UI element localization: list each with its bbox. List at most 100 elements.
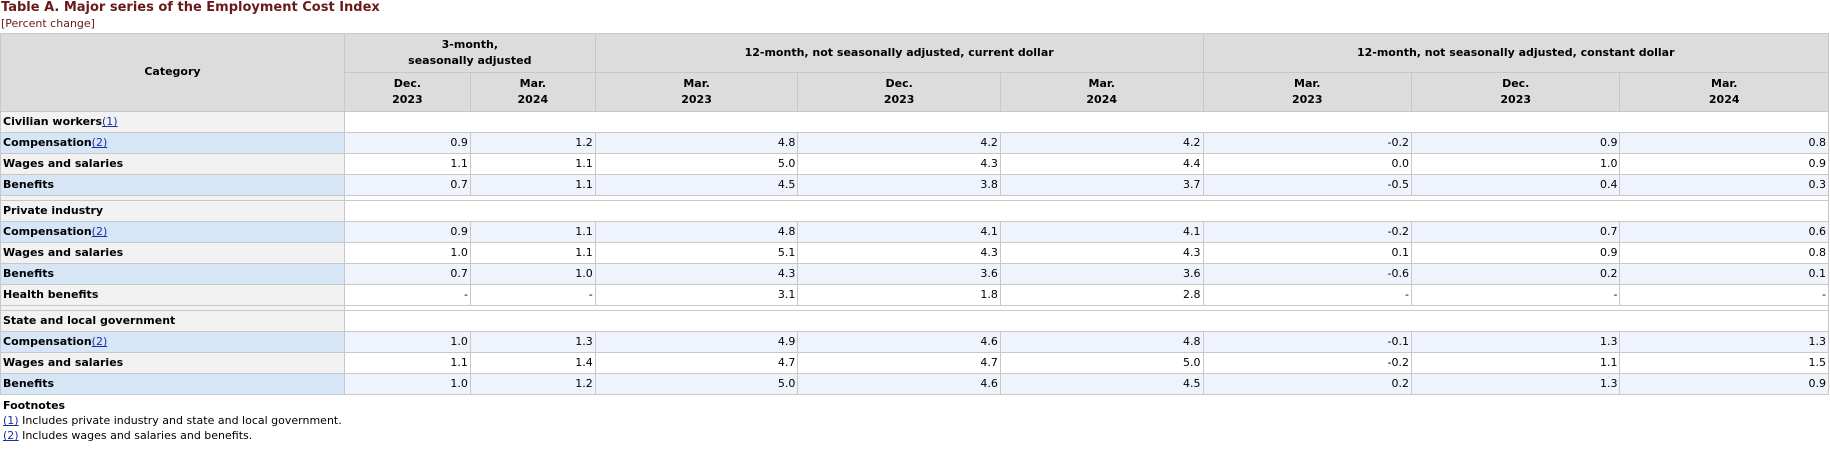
cell: 1.4	[469, 352, 596, 374]
cell: 5.0	[999, 352, 1204, 374]
cell: 1.1	[469, 153, 596, 175]
cell: 3.8	[797, 174, 1001, 196]
ect-table: Category 3-month, seasonally adjusted 12…	[0, 33, 1830, 395]
cell: 1.2	[469, 373, 596, 395]
footnote-link-2[interactable]: (2)	[91, 225, 108, 238]
cell: 0.9	[343, 221, 471, 243]
cell: 1.3	[469, 331, 596, 353]
column-header: Dec. 2023	[343, 72, 471, 112]
cell: 1.1	[1410, 352, 1621, 374]
cell: -	[343, 284, 471, 306]
footnote-text: Includes wages and salaries and benefits…	[18, 429, 253, 442]
cell: -0.5	[1202, 174, 1412, 196]
cell: 1.0	[1410, 153, 1621, 175]
cell: 4.3	[999, 242, 1204, 264]
cell: 1.8	[797, 284, 1001, 306]
table-row: Health benefits - - 3.1 1.8 2.8 - - -	[0, 284, 1829, 306]
cell: 0.7	[1410, 221, 1621, 243]
cell: 1.0	[343, 331, 471, 353]
cell: 0.9	[343, 132, 471, 154]
section-row-civilian-workers: Civilian workers(1)	[0, 111, 1830, 133]
table-subtitle: [Percent change]	[1, 17, 95, 30]
table-row: Wages and salaries 1.1 1.4 4.7 4.7 5.0 -…	[0, 352, 1829, 374]
group-header-line: seasonally adjusted	[408, 54, 532, 67]
cell: 4.2	[797, 132, 1001, 154]
cell: 4.5	[999, 373, 1204, 395]
footnote-link-2[interactable]: (2)	[91, 136, 108, 149]
section-row-private-industry: Private industry	[0, 200, 1830, 222]
footnote-link-1[interactable]: (1)	[102, 115, 118, 128]
cell: 0.9	[1410, 242, 1621, 264]
cell: 0.2	[1202, 373, 1412, 395]
cell: 4.7	[797, 352, 1001, 374]
column-header: Mar. 2024	[469, 72, 596, 112]
group-header-12month-constant: 12-month, not seasonally adjusted, const…	[1202, 33, 1830, 73]
cell: 1.1	[469, 242, 596, 264]
cell: -	[1619, 284, 1829, 306]
cell: 4.8	[999, 331, 1204, 353]
column-header: Dec. 2023	[1410, 72, 1621, 112]
table-row: Wages and salaries 1.0 1.1 5.1 4.3 4.3 0…	[0, 242, 1829, 264]
cell: -	[1410, 284, 1621, 306]
cell: -	[469, 284, 596, 306]
section-label: State and local government	[0, 310, 345, 332]
cell: 4.7	[594, 352, 799, 374]
cell: 1.1	[343, 153, 471, 175]
cell: 5.0	[594, 153, 799, 175]
footnotes-heading: Footnotes	[3, 399, 66, 412]
cell: 1.1	[469, 221, 596, 243]
cell: 3.6	[797, 263, 1001, 285]
table-title: Table A. Major series of the Employment …	[1, 0, 380, 15]
cell: 1.3	[1410, 331, 1621, 353]
cell: 1.3	[1410, 373, 1621, 395]
row-label: Compensation(2)	[0, 221, 345, 243]
cell: -0.2	[1202, 352, 1412, 374]
cell: 2.8	[999, 284, 1204, 306]
cell: 3.1	[594, 284, 799, 306]
cell: 3.6	[999, 263, 1204, 285]
cell: 0.1	[1619, 263, 1829, 285]
cell: 1.3	[1619, 331, 1829, 353]
row-label: Wages and salaries	[0, 242, 345, 264]
cell: 0.1	[1202, 242, 1412, 264]
cell: 1.1	[343, 352, 471, 374]
cell: 4.4	[999, 153, 1204, 175]
footnote-anchor-1[interactable]: (1)	[3, 414, 19, 427]
table-row: Benefits 1.0 1.2 5.0 4.6 4.5 0.2 1.3 0.9	[0, 373, 1829, 395]
column-header: Mar. 2023	[1202, 72, 1412, 112]
footnote-item: (1) Includes private industry and state …	[3, 413, 1830, 428]
cell: 0.7	[343, 263, 471, 285]
cell: 0.9	[1619, 373, 1829, 395]
cell: 0.2	[1410, 263, 1621, 285]
cell: -	[1202, 284, 1412, 306]
cell: 4.3	[797, 153, 1001, 175]
column-header: Mar. 2024	[1619, 72, 1829, 112]
cell: 1.1	[469, 174, 596, 196]
footnote-link-2[interactable]: (2)	[91, 335, 108, 348]
section-row-state-local-government: State and local government	[0, 310, 1830, 332]
cell: 5.0	[594, 373, 799, 395]
header-group-row: Category 3-month, seasonally adjusted 12…	[0, 33, 1830, 112]
cell: 0.8	[1619, 132, 1829, 154]
row-label: Benefits	[0, 263, 345, 285]
row-label: Compensation(2)	[0, 331, 345, 353]
footnote-item: (2) Includes wages and salaries and bene…	[3, 428, 1830, 443]
row-label: Compensation(2)	[0, 132, 345, 154]
cell: 4.9	[594, 331, 799, 353]
row-label: Benefits	[0, 174, 345, 196]
footnotes: Footnotes (1) Includes private industry …	[0, 395, 1830, 443]
cell: 4.2	[999, 132, 1204, 154]
cell: 0.9	[1619, 153, 1829, 175]
group-header-line: 3-month,	[441, 38, 498, 51]
cell: -0.2	[1202, 221, 1412, 243]
cell: 4.3	[797, 242, 1001, 264]
header-column-row: Dec. 2023 Mar. 2024 Mar. 2023 Dec. 2023 Mar.…	[1, 72, 1829, 112]
cell: 0.3	[1619, 174, 1829, 196]
group-header-12month-current: 12-month, not seasonally adjusted, curre…	[594, 33, 1204, 73]
cell: 3.7	[999, 174, 1204, 196]
row-label: Wages and salaries	[0, 352, 345, 374]
column-header: Mar. 2024	[999, 72, 1204, 112]
footnote-anchor-2[interactable]: (2)	[3, 429, 19, 442]
category-header: Category	[0, 33, 345, 112]
cell: 4.5	[594, 174, 799, 196]
